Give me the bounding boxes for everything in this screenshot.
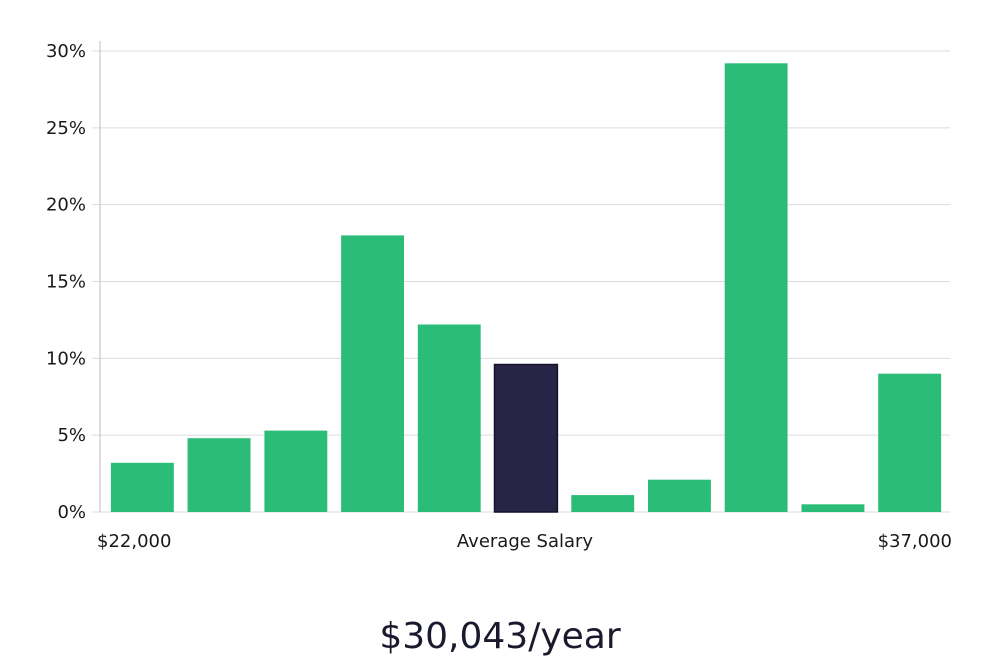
bar	[187, 438, 251, 512]
bar	[801, 504, 865, 512]
x-axis-title: Average Salary	[457, 531, 594, 552]
y-tick-label: 0%	[57, 502, 86, 523]
y-axis-ticks: 0% 5% 10% 15% 20% 25% 30%	[46, 41, 86, 523]
bar	[724, 63, 788, 513]
y-tick-label: 20%	[46, 195, 86, 216]
bar	[648, 479, 711, 512]
x-axis-max-label: $37,000	[878, 531, 952, 552]
y-tick-label: 10%	[46, 348, 86, 369]
average-salary-summary: $30,043/year	[379, 616, 621, 657]
bar	[341, 235, 404, 512]
bars-layer	[110, 63, 942, 513]
x-axis-min-label: $22,000	[97, 531, 171, 552]
y-tick-label: 5%	[57, 425, 86, 446]
grid-layer	[92, 50, 950, 513]
bar	[878, 373, 942, 512]
y-tick-label: 25%	[46, 118, 86, 139]
bar-highlighted	[493, 363, 559, 513]
bar	[264, 430, 328, 512]
y-tick-label: 30%	[46, 41, 86, 62]
bar	[417, 324, 481, 512]
y-tick-label: 15%	[46, 272, 86, 293]
bar	[110, 462, 174, 512]
bar	[571, 495, 635, 512]
